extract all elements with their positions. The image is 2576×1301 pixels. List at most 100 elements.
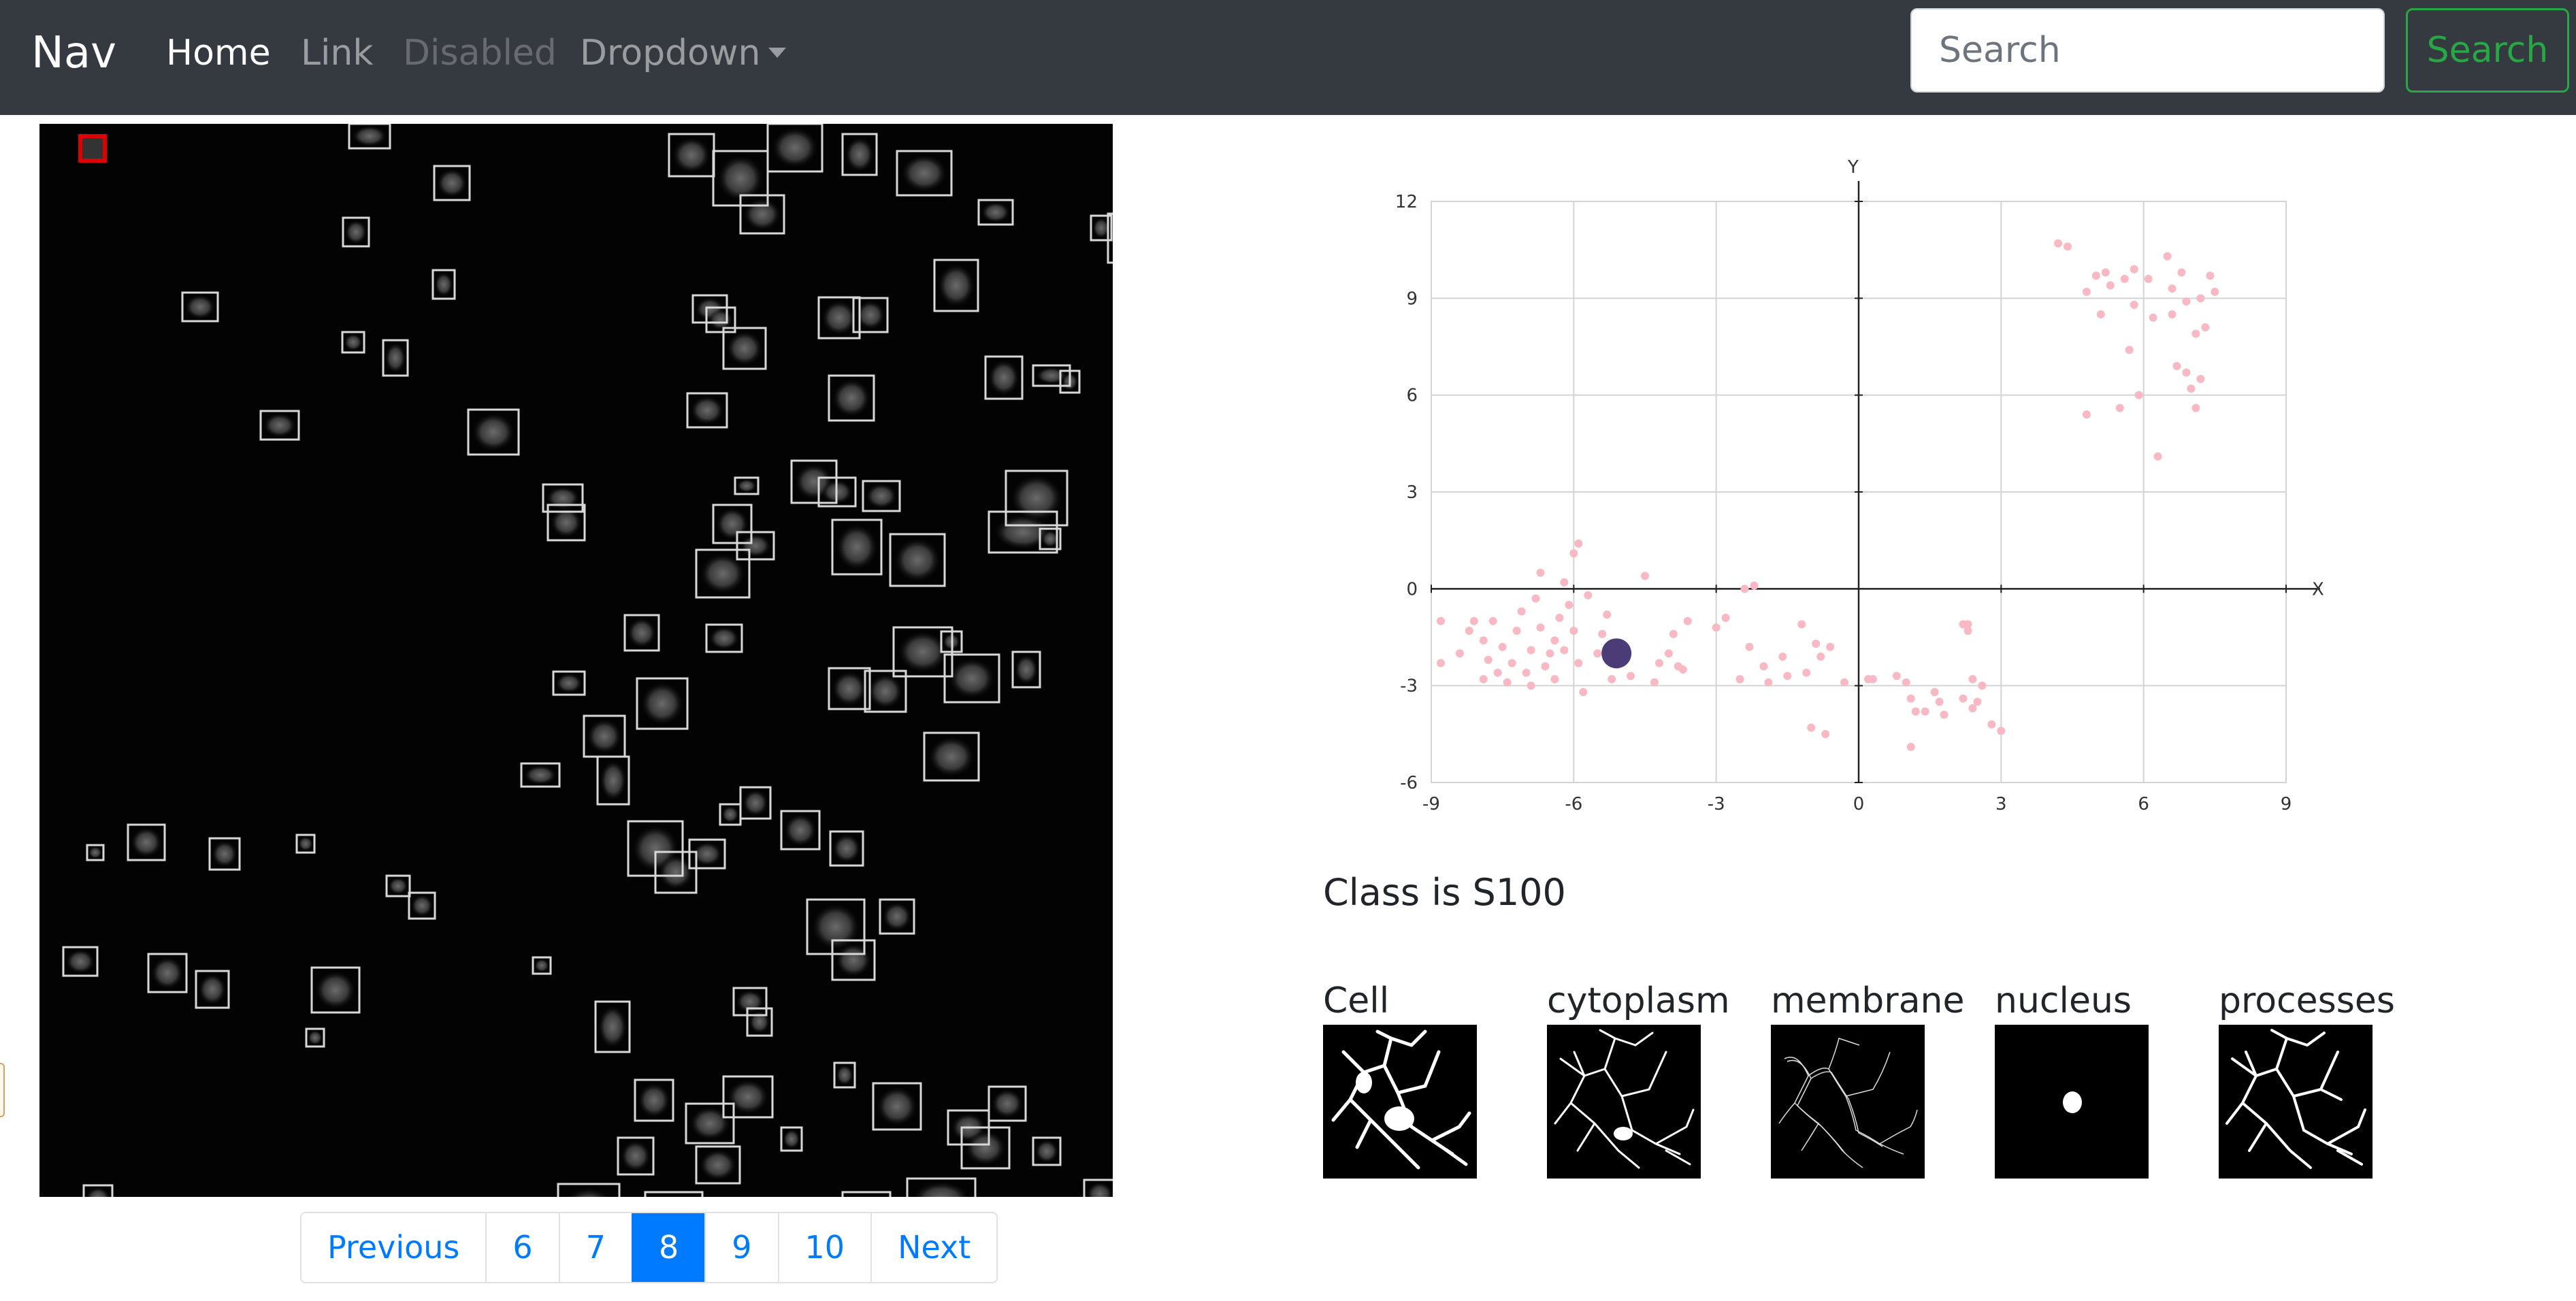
scatter-point[interactable]	[2125, 346, 2134, 355]
scatter-point[interactable]	[2196, 374, 2205, 383]
cell-bounding-box[interactable]	[988, 510, 1058, 554]
selected-scatter-point[interactable]	[1601, 638, 1632, 669]
scatter-point[interactable]	[1664, 649, 1673, 658]
scatter-point[interactable]	[1641, 572, 1649, 580]
cell-bounding-box[interactable]	[86, 844, 105, 861]
cell-bounding-box[interactable]	[746, 1007, 773, 1037]
scatter-point[interactable]	[1935, 697, 1944, 706]
cell-bounding-box[interactable]	[790, 459, 838, 504]
cell-bounding-box[interactable]	[532, 956, 552, 975]
cell-bounding-box[interactable]	[195, 970, 230, 1009]
scatter-point[interactable]	[1527, 646, 1535, 655]
side-drawer-handle[interactable]	[0, 1063, 5, 1117]
scatter-point[interactable]	[1963, 627, 1972, 636]
scatter-point[interactable]	[1608, 675, 1616, 684]
cell-bounding-box[interactable]	[594, 1000, 631, 1053]
pagination-next[interactable]: Next	[870, 1213, 997, 1282]
cell-bounding-box[interactable]	[1005, 470, 1069, 527]
scatter-point[interactable]	[2206, 271, 2215, 280]
cell-bounding-box[interactable]	[828, 374, 875, 422]
cell-bounding-box[interactable]	[634, 1078, 674, 1122]
cell-bounding-box[interactable]	[829, 830, 864, 867]
nav-link-home[interactable]: Home	[166, 33, 271, 73]
scatter-point[interactable]	[1550, 675, 1559, 684]
cell-bounding-box[interactable]	[520, 762, 561, 788]
cell-bounding-box[interactable]	[82, 1184, 114, 1197]
scatter-point[interactable]	[1503, 678, 1512, 687]
scatter-point[interactable]	[2177, 268, 2186, 277]
scatter-point[interactable]	[1479, 675, 1488, 684]
scatter-point[interactable]	[1826, 642, 1835, 651]
cell-bounding-box[interactable]	[685, 1102, 735, 1144]
scatter-point[interactable]	[1712, 623, 1721, 632]
cell-bounding-box[interactable]	[806, 898, 866, 955]
pagination-previous[interactable]: Previous	[301, 1213, 486, 1282]
search-button[interactable]: Search	[2406, 8, 2569, 93]
scatter-point[interactable]	[1654, 659, 1663, 668]
cell-bounding-box[interactable]	[431, 269, 456, 300]
cell-bounding-box[interactable]	[988, 1085, 1027, 1122]
scatter-point[interactable]	[2134, 391, 2143, 399]
cell-bounding-box[interactable]	[1059, 369, 1081, 394]
scatter-point[interactable]	[1598, 629, 1607, 638]
cell-bounding-box[interactable]	[766, 124, 824, 173]
cell-bounding-box[interactable]	[686, 392, 728, 429]
cell-bounding-box[interactable]	[722, 327, 767, 370]
scatter-point[interactable]	[2120, 274, 2129, 283]
scatter-point[interactable]	[1997, 727, 2006, 736]
scatter-point[interactable]	[2187, 384, 2196, 393]
scatter-point[interactable]	[2144, 274, 2153, 283]
cell-bounding-box[interactable]	[385, 874, 411, 897]
cell-mask-icon[interactable]	[1323, 1025, 1477, 1179]
scatter-point[interactable]	[2163, 252, 2172, 261]
scatter-point[interactable]	[2096, 310, 2105, 319]
cell-bounding-box[interactable]	[342, 216, 370, 248]
cell-bounding-box[interactable]	[940, 630, 963, 653]
scatter-point[interactable]	[2106, 281, 2115, 290]
scatter-point[interactable]	[2168, 310, 2176, 319]
cell-bounding-box[interactable]	[984, 355, 1024, 400]
cell-bounding-box[interactable]	[644, 1191, 704, 1197]
cell-bounding-box[interactable]	[1107, 212, 1113, 264]
scatter-point[interactable]	[1740, 584, 1749, 593]
scatter-point[interactable]	[1579, 688, 1588, 697]
cell-bounding-box[interactable]	[147, 953, 188, 993]
scatter-point[interactable]	[1546, 649, 1554, 658]
cell-bounding-box[interactable]	[722, 1075, 774, 1119]
cell-bounding-box[interactable]	[879, 898, 915, 935]
cell-bounding-box[interactable]	[1090, 214, 1113, 242]
scatter-point[interactable]	[2196, 294, 2205, 303]
scatter-point[interactable]	[1821, 729, 1830, 738]
scatter-point[interactable]	[1683, 616, 1692, 625]
membrane-mask-icon[interactable]	[1771, 1025, 1925, 1179]
cell-bounding-box[interactable]	[817, 476, 857, 508]
cell-bounding-box[interactable]	[695, 1145, 741, 1185]
cell-bounding-box[interactable]	[739, 194, 785, 235]
cell-bounding-box[interactable]	[623, 614, 660, 652]
scatter-point[interactable]	[2153, 452, 2162, 461]
cell-bounding-box[interactable]	[1039, 527, 1062, 550]
scatter-point[interactable]	[1465, 627, 1473, 636]
scatter-point[interactable]	[2091, 271, 2100, 280]
cell-bounding-box[interactable]	[542, 483, 584, 513]
scatter-point[interactable]	[1735, 675, 1744, 684]
scatter-point[interactable]	[1550, 636, 1559, 645]
cell-bounding-box[interactable]	[739, 786, 772, 820]
scatter-point[interactable]	[1536, 568, 1545, 577]
scatter-point[interactable]	[1569, 627, 1578, 636]
scatter-point[interactable]	[1593, 649, 1602, 658]
cell-bounding-box[interactable]	[833, 1061, 856, 1089]
scatter-point[interactable]	[1565, 601, 1574, 610]
cell-bounding-box[interactable]	[923, 731, 980, 782]
scatter-point[interactable]	[2149, 313, 2157, 322]
scatter-point[interactable]	[1569, 549, 1578, 558]
scatter-point[interactable]	[1493, 668, 1502, 677]
nucleus-mask-icon[interactable]	[1995, 1025, 2149, 1179]
cell-bounding-box[interactable]	[341, 331, 365, 354]
cell-bounding-box[interactable]	[831, 939, 876, 981]
scatter-point[interactable]	[2082, 410, 2091, 419]
scatter-point[interactable]	[1902, 678, 1910, 687]
microscopy-image-viewer[interactable]	[39, 124, 1113, 1197]
cell-bounding-box[interactable]	[305, 1027, 325, 1048]
